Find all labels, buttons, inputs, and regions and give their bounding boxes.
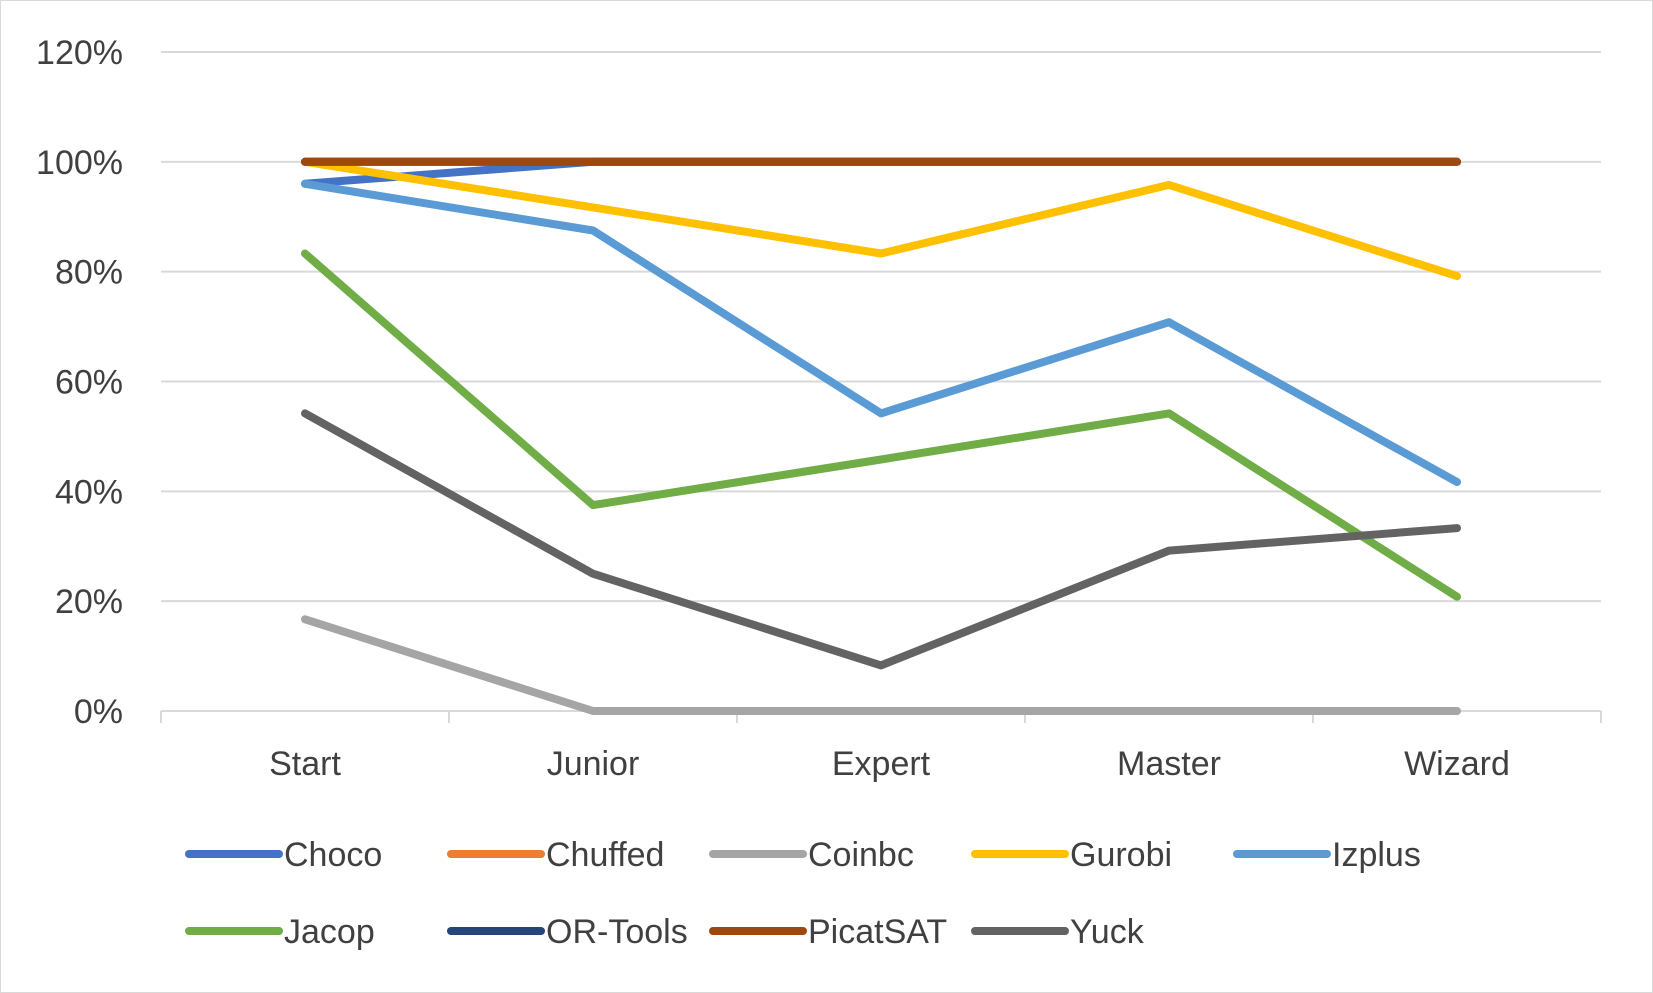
y-tick-label: 100% bbox=[36, 144, 123, 182]
y-tick-label: 20% bbox=[55, 583, 123, 621]
y-tick-label: 120% bbox=[36, 34, 123, 72]
x-tick-label: Wizard bbox=[1404, 745, 1510, 783]
x-tick-label: Start bbox=[269, 745, 341, 783]
x-tick-label: Master bbox=[1117, 745, 1221, 783]
legend-label-coinbc: Coinbc bbox=[808, 836, 914, 874]
x-tick-label: Expert bbox=[832, 745, 931, 783]
legend: Choco Chuffed Coinbc Gurobi Izplus Jacop OR-To… bbox=[185, 836, 1421, 951]
legend-label-gurobi: Gurobi bbox=[1070, 836, 1172, 874]
y-axis-tick-labels: 0% 20% 40% 60% 80% 100% 120% bbox=[36, 34, 123, 731]
x-axis-tick-labels: Start Junior Expert Master Wizard bbox=[269, 745, 1510, 783]
series-line-gurobi bbox=[301, 157, 1461, 281]
series-line-yuck bbox=[301, 409, 1461, 670]
y-tick-label: 0% bbox=[74, 693, 123, 731]
gridlines bbox=[161, 51, 1601, 603]
legend-label-picatsat: PicatSAT bbox=[808, 913, 947, 951]
series-lines bbox=[301, 157, 1461, 715]
series-line-izplus bbox=[301, 179, 1461, 486]
legend-label-choco: Choco bbox=[284, 836, 382, 874]
y-tick-label: 40% bbox=[55, 473, 123, 511]
series-line-coinbc bbox=[301, 615, 1461, 715]
y-tick-label: 60% bbox=[55, 364, 123, 402]
legend-label-jacop: Jacop bbox=[284, 913, 375, 951]
series-line-jacop bbox=[301, 249, 1461, 601]
legend-label-yuck: Yuck bbox=[1070, 913, 1145, 951]
legend-label-or-tools: OR-Tools bbox=[546, 913, 688, 951]
x-tick-label: Junior bbox=[547, 745, 640, 783]
y-tick-label: 80% bbox=[55, 254, 123, 292]
legend-label-izplus: Izplus bbox=[1332, 836, 1421, 874]
legend-label-chuffed: Chuffed bbox=[546, 836, 664, 874]
